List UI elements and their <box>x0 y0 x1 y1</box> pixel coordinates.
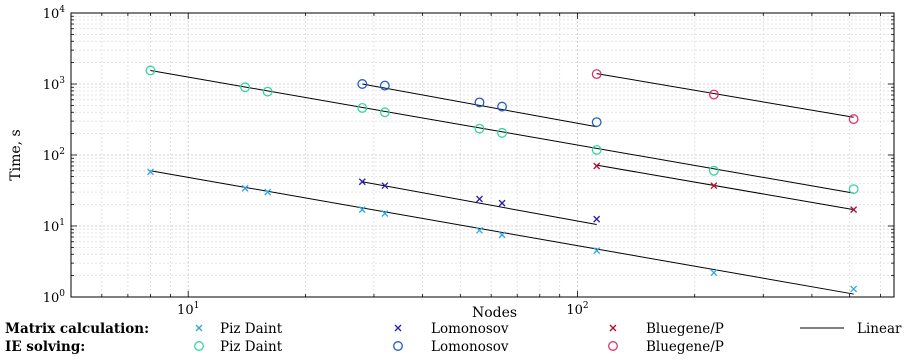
data-point <box>241 184 249 192</box>
data-point <box>497 127 508 138</box>
legend: Matrix calculation: IE solving: Linear P… <box>5 321 902 355</box>
legend-marker <box>609 324 617 332</box>
legend-marker <box>195 324 203 332</box>
y-tick-label: 104 <box>43 5 66 22</box>
legend-series-label: Lomonosov <box>431 339 509 355</box>
legend-linear-label: Linear <box>857 321 902 337</box>
linear-fit-line <box>362 83 597 128</box>
data-point <box>850 285 858 293</box>
data-point <box>591 69 602 80</box>
data-point <box>593 215 601 223</box>
plot-area-frame <box>70 12 895 298</box>
legend-marker <box>394 324 402 332</box>
data-point <box>848 114 859 125</box>
linear-fit-line <box>362 181 597 225</box>
data-point <box>591 117 602 128</box>
data-point <box>264 188 272 196</box>
data-point <box>358 178 366 186</box>
y-tick-label: 102 <box>43 147 65 164</box>
linear-fit-lines <box>150 69 854 295</box>
legend-marker <box>608 341 618 351</box>
data-point <box>357 79 368 89</box>
grid <box>70 12 894 298</box>
y-tick-label: 101 <box>43 218 65 235</box>
legend-series-label: Piz Daint <box>220 339 283 355</box>
y-axis-label: Time, s <box>8 129 24 180</box>
legend-row-label-matrix: Matrix calculation: <box>5 321 149 337</box>
data-point <box>381 182 389 190</box>
legend-series-label: Lomonosov <box>431 321 509 337</box>
data-point <box>593 162 601 170</box>
linear-fit-line <box>150 69 854 194</box>
data-point <box>848 184 859 195</box>
data-point <box>240 82 251 93</box>
data-point <box>358 206 366 214</box>
data-point <box>147 168 154 176</box>
data-point <box>497 101 508 112</box>
data-point <box>498 199 506 207</box>
x-axis-label: Nodes <box>472 305 517 321</box>
data-point <box>357 102 368 113</box>
legend-series-label: Bluegene/P <box>646 339 724 355</box>
legend-series-label: Piz Daint <box>220 321 283 337</box>
data-point <box>474 97 485 108</box>
data-point <box>262 86 273 97</box>
data-point <box>476 195 483 203</box>
axis-ticks <box>70 12 894 298</box>
x-tick-label: 102 <box>566 301 588 318</box>
data-point <box>591 144 602 155</box>
legend-marker <box>194 341 204 351</box>
data-point <box>145 65 156 76</box>
data-point <box>710 182 718 190</box>
x-tick-label: 101 <box>177 301 199 318</box>
y-tick-label: 103 <box>43 76 66 93</box>
data-point <box>474 123 485 134</box>
data-point <box>708 165 719 176</box>
linear-fit-line <box>596 73 854 118</box>
legend-series-label: Bluegene/P <box>646 321 724 337</box>
tick-labels: 101 102 100 101 102 103 104 <box>43 5 589 318</box>
data-point <box>379 107 390 118</box>
data-markers <box>145 65 859 293</box>
linear-fit-line <box>596 164 854 211</box>
data-point <box>593 247 601 255</box>
data-point <box>850 206 858 214</box>
data-point <box>498 231 506 239</box>
data-point <box>476 226 483 234</box>
legend-row-label-ie: IE solving: <box>5 339 85 355</box>
legend-marker <box>393 341 403 351</box>
y-tick-label: 100 <box>43 289 66 306</box>
data-point <box>381 210 389 217</box>
data-point <box>379 80 390 91</box>
data-point <box>710 269 718 277</box>
data-point <box>708 89 719 100</box>
